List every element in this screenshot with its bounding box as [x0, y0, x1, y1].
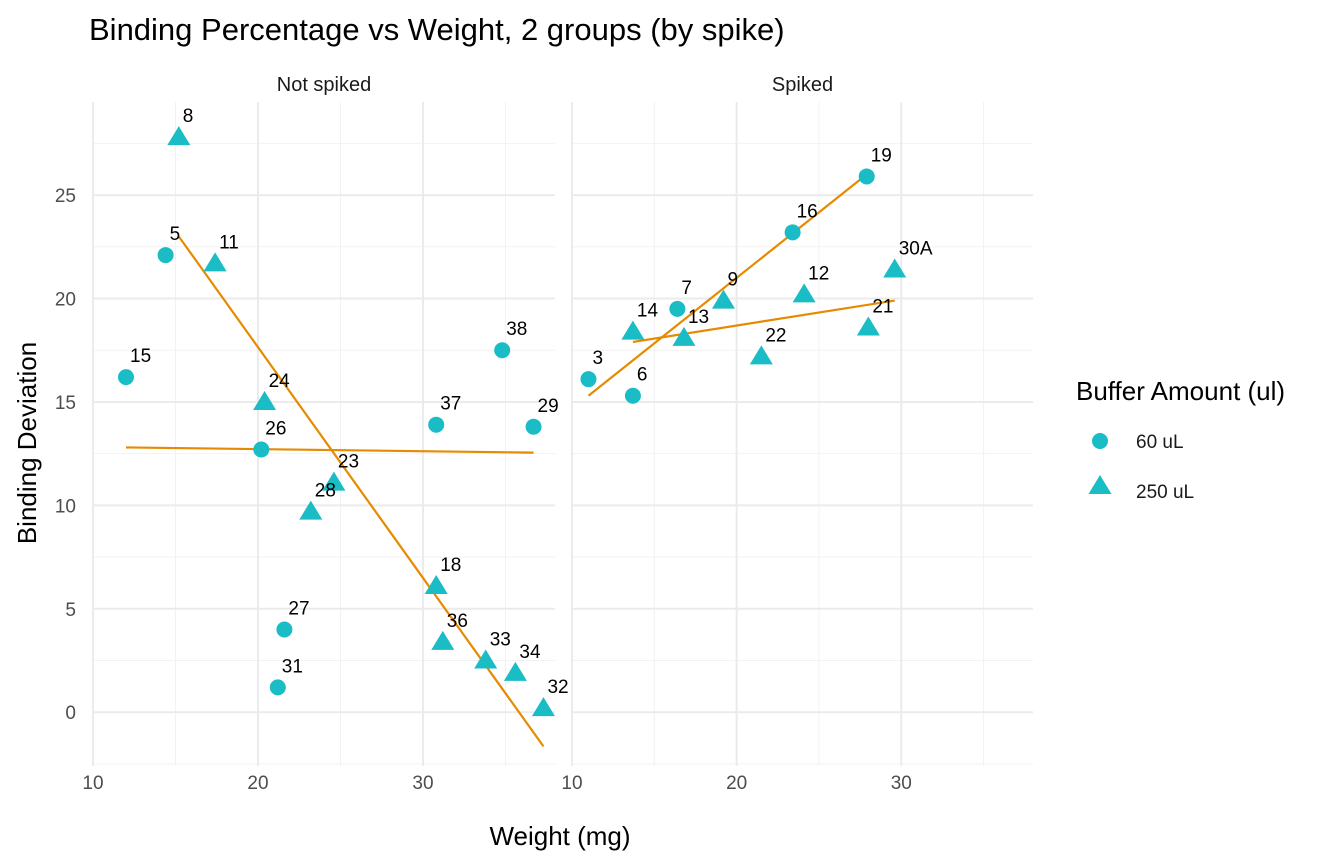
- data-point-circle: [253, 441, 270, 458]
- y-tick-label: 10: [55, 496, 76, 517]
- data-point-label: 32: [547, 677, 568, 698]
- x-tick-label: 10: [82, 773, 103, 794]
- data-point-label: 38: [506, 319, 527, 340]
- x-tick-label: 30: [412, 773, 433, 794]
- data-point-circle: [118, 369, 134, 386]
- data-point-label: 18: [440, 555, 461, 576]
- data-point-label: 34: [519, 642, 541, 663]
- legend-label-250ul: 250 uL: [1136, 482, 1194, 503]
- data-point-triangle: [203, 252, 227, 272]
- data-point-label: 8: [183, 106, 194, 127]
- y-tick-label: 25: [55, 186, 76, 207]
- data-point-circle: [624, 387, 641, 404]
- data-point-triangle: [531, 697, 555, 717]
- data-point-triangle: [322, 471, 346, 491]
- data-point-circle: [525, 418, 542, 435]
- legend-circle-marker: [1092, 433, 1108, 449]
- data-point-label: 21: [872, 296, 893, 317]
- data-point-triangle: [749, 345, 773, 365]
- data-point-triangle: [299, 500, 323, 520]
- data-point-label: 5: [170, 224, 181, 245]
- data-point-label: 30A: [899, 239, 933, 260]
- legend: Buffer Amount (ul) 60 uL 250 uL: [1076, 376, 1285, 503]
- data-point-label: 31: [282, 656, 303, 677]
- data-point-label: 22: [765, 325, 786, 346]
- facet-strip-label: Spiked: [772, 74, 833, 96]
- data-point-label: 11: [219, 232, 239, 253]
- x-tick-label: 20: [247, 773, 268, 794]
- data-point-triangle: [621, 320, 645, 340]
- data-point-label: 29: [538, 396, 559, 417]
- panel-not-spiked: Not spiked 10 20 30 0 5 10 15 20 25 15 5 26 27 31 37 38 2…: [55, 74, 569, 794]
- fit-line-60ul: [587, 173, 868, 397]
- x-tick-label: 10: [561, 773, 582, 794]
- data-point-label: 33: [490, 630, 511, 651]
- x-tick-label: 30: [891, 773, 912, 794]
- data-point-label: 7: [681, 278, 692, 299]
- chart-title: Binding Percentage vs Weight, 2 groups (…: [89, 12, 785, 47]
- data-point-triangle: [253, 390, 277, 410]
- data-point-triangle: [424, 575, 448, 595]
- data-point-circle: [858, 168, 875, 185]
- data-point-label: 23: [338, 452, 359, 473]
- facet-strip-label: Not spiked: [277, 74, 372, 96]
- data-point-triangle: [711, 289, 735, 309]
- data-point-label: 15: [130, 346, 151, 367]
- data-point-label: 6: [637, 365, 648, 386]
- data-point-label: 9: [727, 270, 738, 291]
- data-point-triangle: [672, 326, 696, 346]
- x-axis-title: Weight (mg): [489, 821, 630, 851]
- y-tick-label: 5: [65, 600, 76, 621]
- data-point-circle: [580, 371, 597, 388]
- data-point-label: 3: [592, 348, 603, 369]
- data-point-triangle: [167, 126, 191, 146]
- data-point-triangle: [474, 649, 498, 669]
- fit-line-60ul: [125, 446, 534, 454]
- data-point-circle: [494, 342, 511, 359]
- legend-title: Buffer Amount (ul): [1076, 376, 1285, 406]
- data-point-label: 19: [871, 145, 892, 166]
- data-point-triangle: [503, 661, 527, 681]
- data-point-circle: [157, 247, 174, 264]
- y-tick-label: 15: [55, 393, 76, 414]
- x-tick-label: 20: [726, 773, 747, 794]
- data-point-label: 27: [288, 598, 309, 619]
- data-point-triangle: [856, 316, 880, 336]
- data-point-label: 26: [265, 419, 286, 440]
- data-point-circle: [276, 621, 293, 638]
- panel-spiked: Spiked 10 20 30 3 6 7 16 19 14 13 9 22 12 21 30A: [561, 74, 1033, 794]
- data-point-label: 16: [797, 201, 818, 222]
- data-point-label: 24: [269, 371, 291, 392]
- fit-line-250ul: [177, 235, 545, 747]
- data-point-triangle: [431, 630, 455, 650]
- data-point-label: 37: [440, 394, 461, 415]
- y-tick-label: 20: [55, 290, 76, 311]
- data-point-label: 28: [315, 481, 336, 502]
- legend-label-60ul: 60 uL: [1136, 432, 1184, 453]
- data-point-label: 12: [808, 263, 829, 284]
- data-point-circle: [269, 679, 286, 696]
- data-point-triangle: [792, 283, 816, 303]
- fit-line-250ul: [632, 299, 895, 344]
- data-point-label: 36: [447, 611, 468, 632]
- y-tick-label: 0: [65, 703, 76, 724]
- data-point-triangle: [883, 258, 907, 278]
- data-point-circle: [428, 416, 445, 433]
- data-point-label: 13: [688, 307, 709, 328]
- y-axis-title: Binding Deviation: [12, 342, 42, 544]
- legend-triangle-marker: [1088, 475, 1112, 494]
- data-point-label: 14: [637, 301, 659, 322]
- data-point-circle: [784, 224, 801, 241]
- data-point-circle: [669, 300, 686, 317]
